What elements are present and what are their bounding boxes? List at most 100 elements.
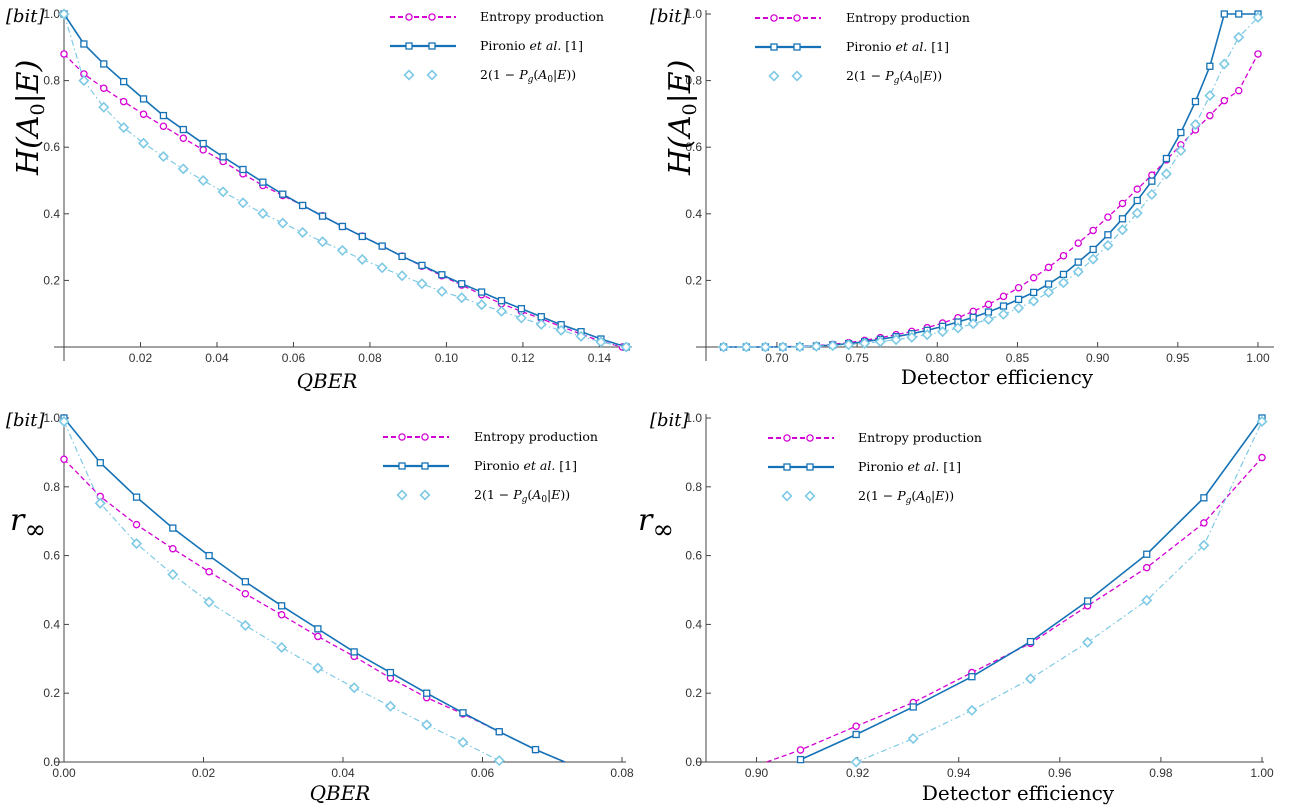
data-point [909,703,917,711]
data-point [1234,86,1243,95]
data-point [239,619,251,631]
legend-marker [426,69,438,81]
data-point [312,662,324,674]
y-tick-label: 0.2 [685,273,702,287]
data-point [96,459,104,467]
data-point [1206,111,1214,120]
data-point [1082,636,1094,648]
data-point [139,110,148,118]
data-point [1026,637,1035,646]
y-tick-label: 0.0 [685,755,702,769]
series-guess [718,11,1264,353]
x-tick-label: 0.10 [435,351,459,365]
data-point [119,97,128,106]
data-point [1059,252,1068,260]
data-point [157,150,169,163]
y-tick-label: 0.4 [685,207,702,221]
chart-panel-2: 0.70 0.75 0.80 0.85 0.90 0.95 1.00 0.2 0.4 0.6 0.8… [650,6,1274,389]
data-point [1087,253,1099,265]
data-point [199,139,207,148]
series-line [63,53,623,348]
y-axis-label: r∞ [10,503,46,545]
x-tick-label: 0.98 [1149,766,1173,780]
data-point [277,217,289,229]
data-point [376,262,388,274]
data-point [159,122,168,130]
data-point [535,318,547,330]
data-point [921,329,933,341]
legend: Entropy production Pironio et al. [1] 2(1 … [390,9,604,85]
legend-marker [398,433,406,441]
y-tick-label: 0.6 [685,140,702,154]
y-tick-label: 0.4 [43,617,60,631]
legend-marker [398,462,406,470]
data-point [999,302,1008,310]
data-point [336,244,348,256]
data-point [259,178,267,186]
data-point [1177,128,1185,137]
data-point [476,299,488,311]
legend-marker [783,434,791,442]
series-pironio [60,10,630,351]
x-tick-label: 0.85 [1006,351,1030,365]
legend-marker [770,43,778,51]
data-point [418,261,426,270]
data-point [1146,188,1158,201]
data-point [1160,168,1172,180]
data-point [1191,97,1200,106]
y-tick-label: 0.2 [43,686,60,700]
data-point [396,270,408,282]
legend-marker [781,490,793,502]
chart-panel-4: 0.90 0.92 0.94 0.96 0.98 1.00 0.0 0.2 0.4 0.6 0.8 1… [638,410,1274,805]
data-point [515,312,527,324]
x-tick-label: 0.12 [511,351,535,365]
legend-label: Entropy production [474,429,598,444]
legend-label: 2(1 − Pg(A0|E)) [846,68,942,86]
data-point [423,689,431,697]
data-point [118,122,130,134]
data-point [740,341,752,353]
series-guess [58,8,632,353]
data-point [203,596,215,608]
legend-marker [428,13,436,21]
data-point [438,271,446,279]
data-point [60,50,68,58]
legend-marker [783,463,791,471]
data-point [80,40,88,48]
data-point [1104,213,1112,221]
data-point [314,632,322,641]
data-point [78,75,90,87]
data-point [350,648,358,656]
series-line [766,457,1263,763]
data-point [398,252,406,261]
legend-marker [770,14,778,22]
data-point [1118,199,1127,208]
data-point [1220,10,1228,18]
data-point [969,307,977,316]
data-point [1118,215,1127,223]
y-axis-label: H(A0|E) [11,60,49,176]
series-line [63,421,500,762]
y-tick-label: 0.6 [43,549,60,563]
legend-marker [806,434,814,442]
legend-marker [806,463,814,471]
y-tick-label: 0.6 [43,140,60,154]
y-tick-label: 0.2 [685,686,702,700]
series-line [723,16,1259,348]
data-point [796,746,805,754]
data-point [907,733,919,745]
data-point [257,207,269,219]
data-point [952,322,964,334]
data-point [1189,119,1201,131]
data-point [1133,185,1141,193]
data-point [850,756,862,768]
data-point [277,611,286,619]
data-point [1256,415,1268,427]
data-point [98,101,110,113]
data-point [575,330,587,342]
data-point [179,134,188,142]
data-point [132,520,141,529]
data-point [199,146,207,154]
x-tick-label: 0.06 [471,766,495,780]
x-tick-label: 0.94 [947,766,971,780]
